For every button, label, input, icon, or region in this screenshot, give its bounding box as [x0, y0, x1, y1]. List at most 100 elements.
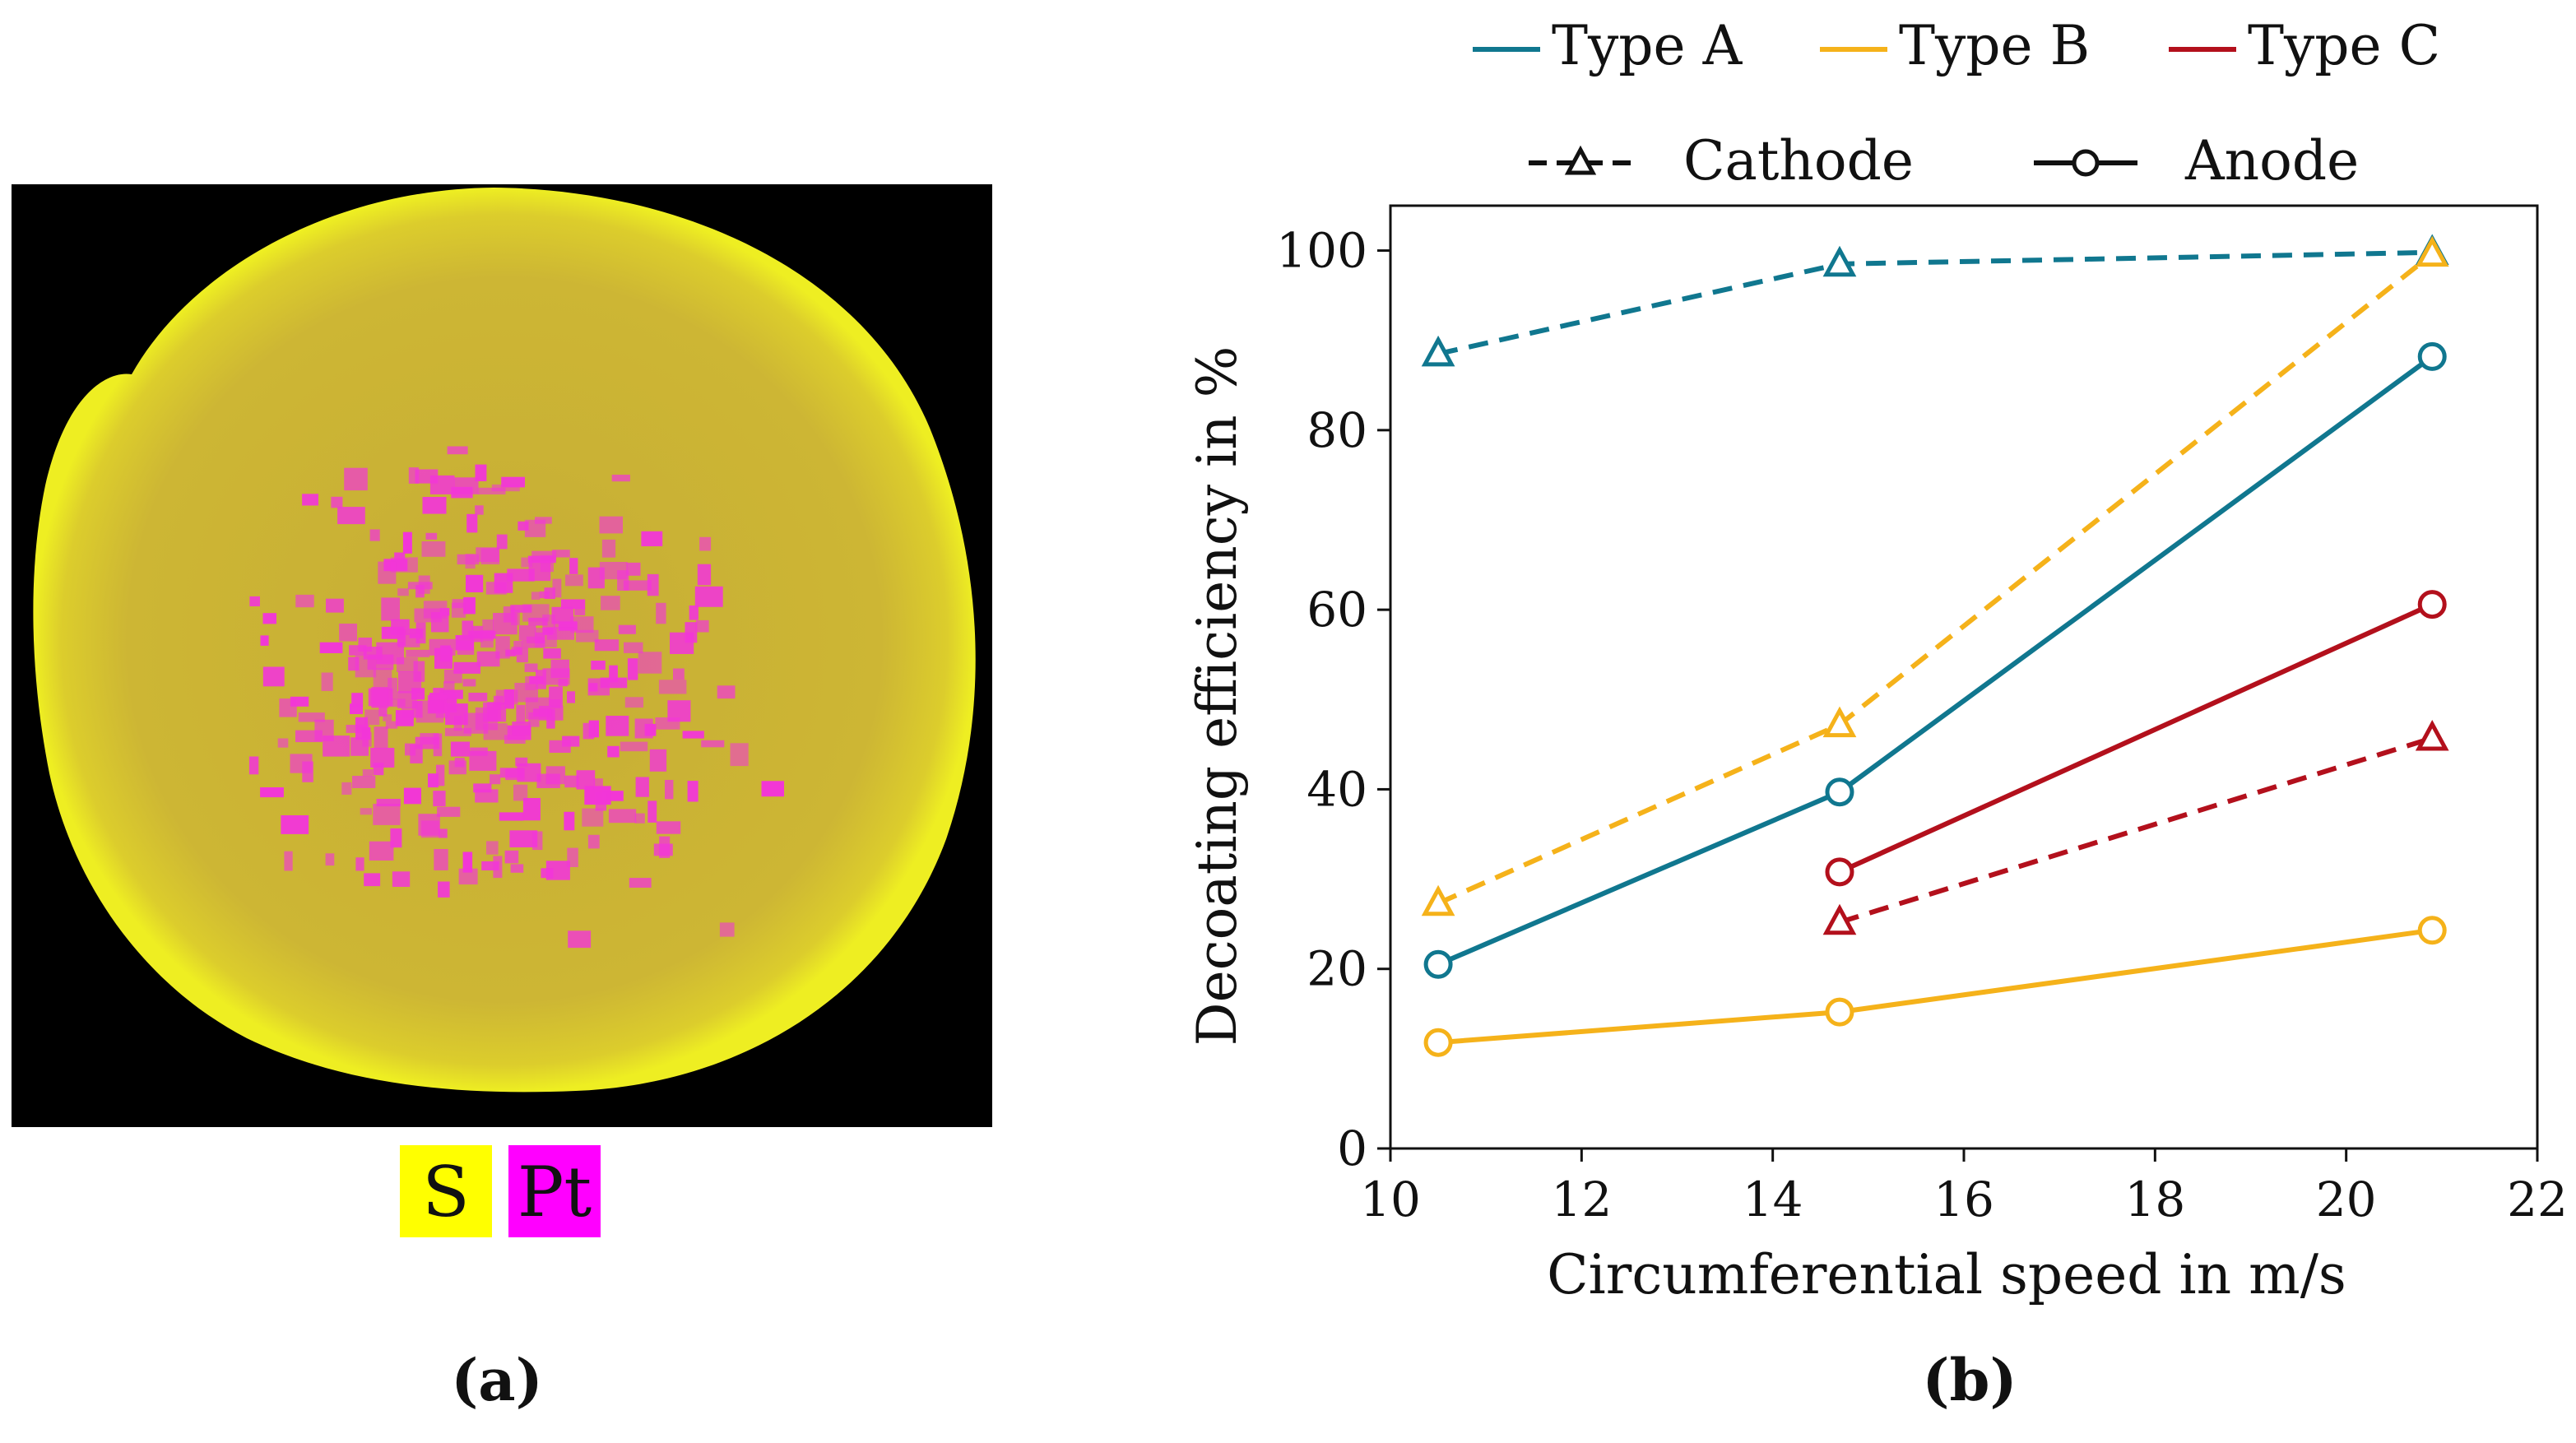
pt-spot — [634, 813, 645, 824]
pt-spot — [534, 628, 557, 647]
pt-spot — [516, 704, 526, 724]
point-type-b-anode — [1423, 1028, 1453, 1057]
pt-spot — [574, 607, 586, 616]
pt-spot — [532, 831, 543, 851]
pt-spot — [443, 681, 455, 698]
pt-spot — [408, 467, 420, 484]
pt-spot — [433, 791, 446, 807]
pt-spot — [428, 773, 439, 788]
pt-spot — [364, 709, 380, 726]
pt-spot — [339, 624, 357, 642]
pt-spot — [451, 602, 466, 618]
pt-spot — [395, 710, 414, 726]
pt-spot — [436, 764, 445, 786]
series-line-type-c-cathode — [1839, 735, 2434, 925]
pt-spot — [685, 622, 698, 643]
pt-spot — [665, 780, 674, 800]
pt-spot — [507, 568, 535, 582]
caption-b: (b) — [1922, 1346, 2017, 1414]
pt-spot — [420, 733, 439, 745]
pt-spot — [601, 596, 620, 610]
pt-spot — [656, 821, 681, 834]
pt-spot — [541, 868, 554, 879]
pt-spot — [363, 647, 383, 660]
pt-spot — [298, 712, 325, 722]
pt-spot — [551, 606, 573, 624]
y-axis-label: Decoating efficiency in % — [1186, 346, 1249, 1046]
pt-spot — [694, 586, 723, 607]
pt-spot — [695, 619, 709, 633]
pt-spot — [495, 636, 510, 659]
x-tick-label: 14 — [1743, 1172, 1803, 1227]
pt-spot — [466, 574, 484, 592]
pt-spot — [362, 769, 374, 777]
x-tick-label: 10 — [1360, 1172, 1421, 1227]
pt-spot — [623, 580, 652, 591]
pt-spot — [620, 741, 648, 752]
series-type-b-cathode — [1421, 235, 2449, 916]
pt-spot — [522, 798, 541, 821]
pt-spot — [595, 792, 607, 811]
pt-spot — [448, 760, 466, 775]
pt-spot — [369, 529, 380, 541]
pt-spot — [558, 621, 578, 631]
legend-type-b-label: Type B — [1899, 14, 2090, 77]
legend-s-label: S — [422, 1152, 470, 1232]
pt-spot — [682, 731, 704, 739]
legend-anode-label: Anode — [2184, 129, 2359, 193]
pt-spot — [655, 717, 680, 730]
pt-spot — [576, 770, 596, 790]
point-type-a-anode — [1825, 777, 1854, 807]
pt-spot — [611, 475, 630, 482]
pt-spot — [608, 809, 637, 824]
pt-spot — [564, 811, 575, 831]
pt-spot — [410, 744, 423, 763]
pt-spot — [761, 781, 784, 797]
legend-styles: Cathode Anode — [1529, 129, 2359, 193]
pt-spot — [302, 761, 313, 782]
pt-spot — [513, 784, 528, 801]
pt-spot — [482, 619, 494, 642]
pt-spot — [627, 658, 638, 680]
pt-spot — [455, 635, 474, 651]
pt-spot — [549, 699, 561, 709]
pt-spot — [458, 868, 478, 885]
pt-spot — [406, 649, 429, 657]
pt-spot — [518, 625, 536, 641]
pt-spot — [281, 815, 309, 834]
pt-spot — [394, 552, 406, 559]
pt-spot — [447, 446, 468, 455]
legend-type-a-label: Type A — [1552, 14, 1743, 77]
pt-spot — [369, 841, 394, 861]
pt-spot — [593, 778, 603, 790]
pt-spot — [403, 787, 421, 805]
pt-spot — [360, 808, 372, 815]
legend-anode-marker — [2072, 149, 2100, 177]
pt-spot — [583, 722, 595, 740]
point-type-b-cathode — [2415, 235, 2449, 267]
pt-spot — [624, 697, 643, 708]
series-type-b-anode — [1423, 916, 2447, 1057]
y-tick-label: 40 — [1307, 761, 1367, 817]
point-type-c-cathode — [2415, 719, 2449, 751]
pt-spot — [719, 922, 735, 937]
pt-spot — [368, 688, 393, 707]
legend-cathode-label: Cathode — [1683, 129, 1914, 193]
pt-spot — [624, 642, 643, 653]
pt-spot — [629, 878, 652, 888]
pt-spot — [444, 727, 471, 736]
series-type-a-cathode — [1421, 234, 2449, 367]
pt-spot — [494, 573, 513, 593]
pt-spot — [392, 871, 411, 887]
x-axis-label: Circumferential speed in m/s — [1547, 1243, 2346, 1306]
pt-spot — [364, 873, 381, 887]
pt-spot — [373, 804, 401, 825]
pt-spot — [321, 672, 333, 691]
pt-spot — [344, 467, 368, 491]
pt-spot — [635, 777, 649, 797]
pt-spot — [439, 608, 450, 616]
pt-spot — [505, 768, 525, 781]
pt-spot — [549, 740, 571, 753]
point-type-c-cathode — [1822, 903, 1857, 935]
pt-spot — [378, 706, 388, 717]
